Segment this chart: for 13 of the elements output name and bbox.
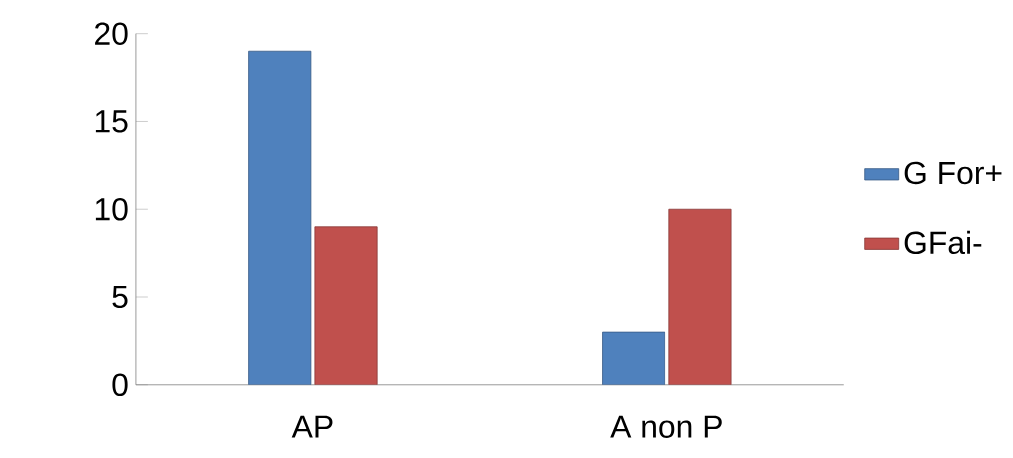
y-tick-label: 0: [112, 373, 128, 396]
x-tick-label: AP: [291, 415, 333, 438]
bar: [602, 331, 666, 385]
bar: [248, 50, 312, 385]
legend-label: G For+: [904, 161, 1002, 185]
y-tick-label: 10: [95, 197, 128, 221]
y-tick-label: 15: [95, 110, 128, 133]
y-tick-label: 5: [112, 285, 128, 308]
bar: [668, 208, 732, 385]
bar: [314, 226, 378, 385]
legend-label: GFai-: [904, 230, 982, 254]
x-tick-label: A non P: [610, 415, 722, 438]
y-tick-label: 20: [95, 22, 128, 45]
